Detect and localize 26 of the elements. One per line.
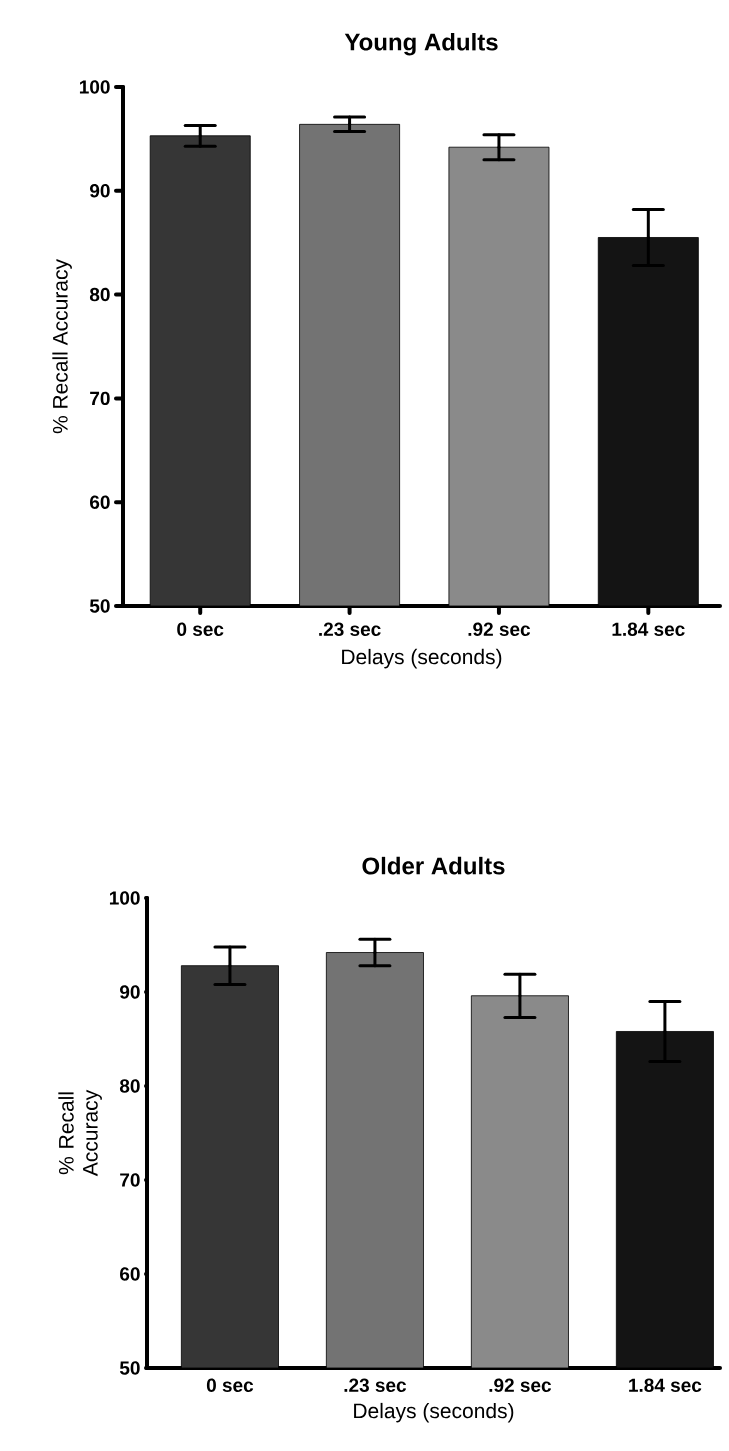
y-tick-label: 80: [119, 1079, 140, 1093]
chart-title: Older Adults: [362, 856, 505, 875]
y-tick-label: 50: [89, 599, 110, 613]
x-axis-title: Delays (seconds): [342, 648, 502, 669]
y-tick-label: 50: [119, 1361, 140, 1375]
y-tick-label: 60: [90, 495, 110, 509]
x-tick-label: .23 sec: [344, 1378, 407, 1393]
x-tick-label: 1.84 sec: [629, 1378, 702, 1392]
y-tick-label: 90: [89, 184, 110, 198]
chart-title: Young Adults: [344, 32, 498, 56]
x-tick-label: 1.84 sec: [612, 622, 685, 636]
x-tick-label: 0 sec: [206, 1378, 254, 1392]
y-tick-label: 60: [120, 1267, 140, 1281]
y-tick-label: 70: [120, 1173, 140, 1187]
x-tick-label: 0 sec: [177, 622, 224, 636]
y-axis-title: % Recall Accuracy: [58, 1089, 102, 1177]
x-tick-label: .23 sec: [319, 622, 381, 637]
x-axis-title: Delays (seconds): [354, 1402, 514, 1423]
y-tick-label: 80: [89, 287, 110, 302]
y-tick-label: 90: [119, 985, 140, 999]
y-axis-title: % Recall Accuracy: [52, 259, 72, 434]
y-tick-label: 100: [109, 891, 140, 905]
y-tick-label: 70: [90, 391, 110, 406]
y-tick-label: 100: [79, 80, 110, 94]
x-tick-label: .92 sec: [468, 622, 531, 636]
x-tick-label: .92 sec: [489, 1378, 552, 1392]
